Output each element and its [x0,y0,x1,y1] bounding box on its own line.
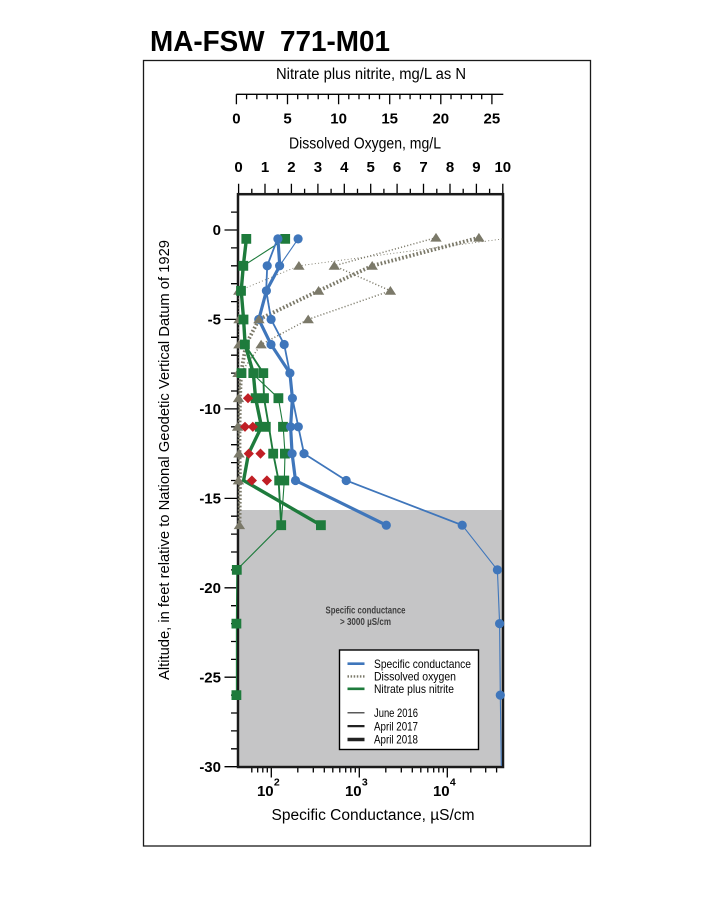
svg-text:April 2018: April 2018 [374,734,418,747]
svg-text:10: 10 [494,159,511,176]
svg-text:0: 0 [232,111,240,128]
svg-text:6: 6 [393,159,401,176]
svg-text:-30: -30 [199,759,221,776]
svg-text:0: 0 [234,159,242,176]
svg-text:MA-FSW 771-M01: MA-FSW 771-M01 [150,26,390,58]
svg-text:10: 10 [330,111,347,128]
svg-text:7: 7 [419,159,427,176]
svg-text:20: 20 [432,111,449,128]
svg-text:-20: -20 [199,580,221,597]
svg-text:8: 8 [446,159,454,176]
svg-text:2: 2 [287,159,295,176]
svg-text:10: 10 [433,783,450,800]
svg-text:5: 5 [367,159,375,176]
svg-text:3: 3 [314,159,322,176]
svg-text:9: 9 [472,159,480,176]
svg-text:1: 1 [261,159,269,176]
svg-text:Nitrate plus nitrite, mg/L as: Nitrate plus nitrite, mg/L as N [276,66,466,83]
svg-text:2: 2 [274,777,280,789]
svg-text:-10: -10 [199,401,221,418]
svg-text:Nitrate plus nitrite: Nitrate plus nitrite [374,683,454,696]
svg-text:Dissolved oxygen: Dissolved oxygen [374,671,456,684]
svg-text:Specific conductance: Specific conductance [326,606,406,617]
svg-text:4: 4 [450,777,456,789]
svg-text:> 3000 µS/cm: > 3000 µS/cm [340,617,391,628]
svg-text:-5: -5 [208,312,221,329]
svg-text:Specific Conductance, µS/cm: Specific Conductance, µS/cm [272,807,475,824]
svg-text:5: 5 [283,111,291,128]
svg-text:Altitude, in feet relative to: Altitude, in feet relative to National G… [156,240,173,680]
svg-text:Specific conductance: Specific conductance [374,658,471,671]
svg-text:Dissolved Oxygen, mg/L: Dissolved Oxygen, mg/L [289,136,441,153]
svg-text:25: 25 [484,111,501,128]
svg-text:3: 3 [362,777,368,789]
svg-text:-25: -25 [199,670,221,687]
svg-text:April 2017: April 2017 [374,720,418,733]
svg-text:0: 0 [213,222,221,239]
svg-text:4: 4 [340,159,349,176]
svg-text:10: 10 [257,783,274,800]
svg-text:-15: -15 [199,491,221,508]
svg-text:10: 10 [345,783,362,800]
svg-text:June 2016: June 2016 [374,707,418,720]
svg-text:15: 15 [381,111,398,128]
